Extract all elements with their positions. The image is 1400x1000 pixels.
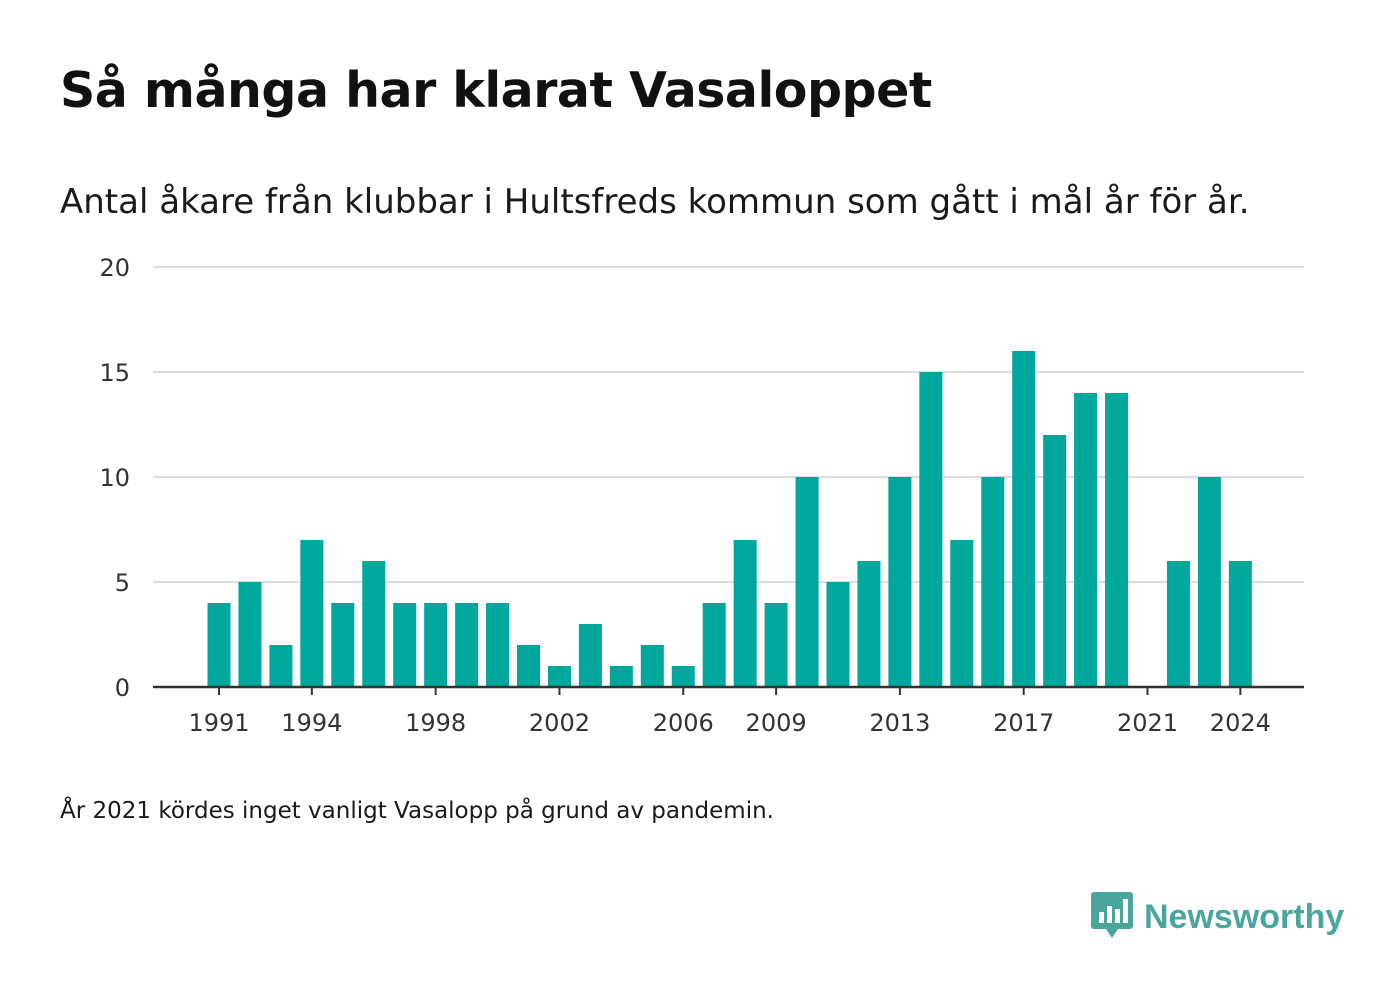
x-tick-label: 2013: [869, 709, 930, 737]
bar-2012: [857, 561, 881, 687]
bar-2020: [1105, 393, 1129, 687]
grid-lines: [153, 266, 1304, 583]
y-tick-label: 15: [99, 359, 130, 387]
y-tick-label: 10: [99, 464, 130, 492]
bar-2004: [609, 666, 633, 687]
bar-2015: [950, 540, 974, 687]
bar-2009: [764, 603, 788, 687]
bar-1998: [424, 603, 448, 687]
bar-2006: [671, 666, 695, 687]
brand-name: Newsworthy: [1144, 897, 1345, 936]
x-tick-label: 2009: [746, 709, 807, 737]
x-tick-label: 2024: [1210, 709, 1271, 737]
chart-title: Så många har klarat Vasaloppet: [60, 62, 932, 119]
bar-2011: [826, 582, 850, 687]
bar-2010: [795, 477, 819, 687]
x-tick-label: 2017: [993, 709, 1054, 737]
bar-1992: [238, 582, 262, 687]
footnote: År 2021 kördes inget vanligt Vasalopp på…: [60, 798, 774, 824]
y-tick-label: 5: [115, 569, 130, 597]
bar-1991: [207, 603, 231, 687]
y-tick-label: 0: [115, 674, 130, 702]
bar-1996: [362, 561, 386, 687]
bar-chart-speech-bubble-icon: [1090, 890, 1134, 944]
x-tick-label: 2006: [653, 709, 714, 737]
bar-2008: [733, 540, 757, 687]
x-axis: 1991 1994 1998 2002 2006 2009 2013 2017 2021 2024: [153, 685, 1304, 737]
x-tick-label: 1991: [188, 709, 249, 737]
bar-2023: [1197, 477, 1221, 687]
bar-1993: [269, 645, 293, 687]
bar-1999: [455, 603, 479, 687]
bar-2022: [1166, 561, 1190, 687]
bar-2024: [1228, 561, 1252, 687]
bar-2000: [486, 603, 510, 687]
bar-2005: [640, 645, 664, 687]
bar-1994: [300, 540, 324, 687]
bar-2002: [547, 666, 571, 687]
bar-2007: [702, 603, 726, 687]
bar-2018: [1043, 435, 1067, 687]
bar-2001: [517, 645, 540, 687]
bar-2019: [1074, 393, 1098, 687]
bar-1997: [393, 603, 417, 687]
y-axis-labels: 0 5 10 15 20: [99, 254, 130, 702]
x-tick-label: 1994: [281, 709, 342, 737]
x-tick-label: 1998: [405, 709, 466, 737]
bar-2017: [1012, 351, 1036, 687]
bar-2003: [578, 624, 602, 687]
bar-2016: [981, 477, 1005, 687]
bar-2013: [888, 477, 912, 687]
x-tick-label: 2002: [529, 709, 590, 737]
chart-subtitle: Antal åkare från klubbar i Hultsfreds ko…: [60, 182, 1250, 222]
y-tick-label: 20: [99, 254, 130, 282]
bars: [207, 351, 1252, 687]
x-tick-label: 2021: [1117, 709, 1178, 737]
bar-1995: [331, 603, 355, 687]
bar-2014: [919, 372, 943, 687]
brand-logo[interactable]: Newsworthy: [1090, 890, 1344, 944]
